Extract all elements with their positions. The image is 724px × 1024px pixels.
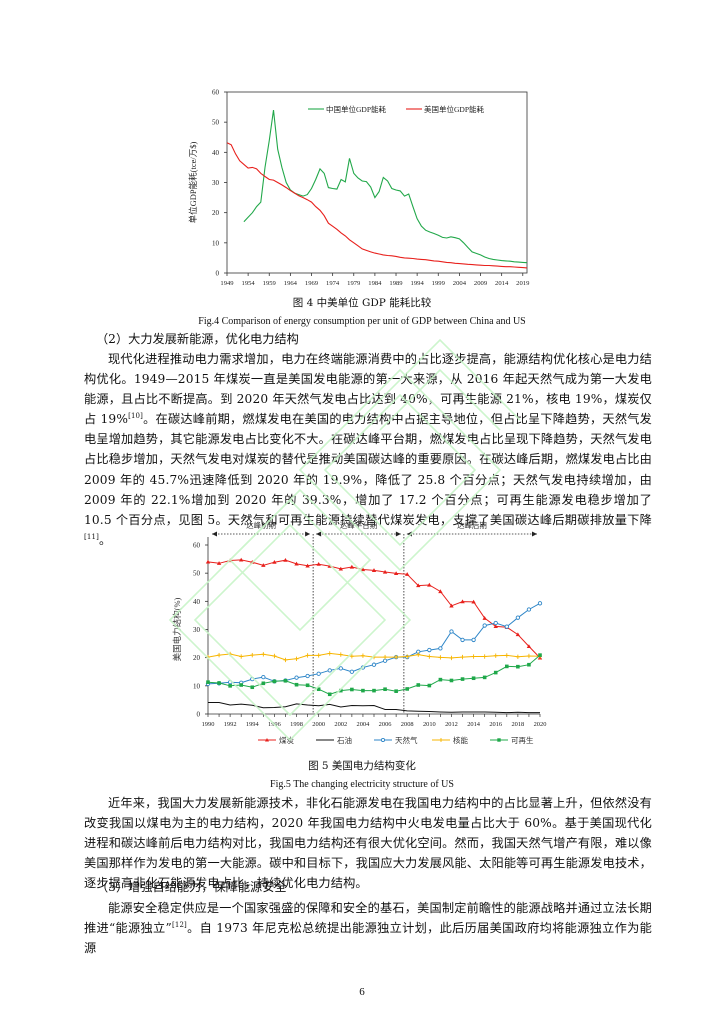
figure-4-caption-cn: 图 4 中美单位 GDP 能耗比较 bbox=[292, 297, 432, 309]
section-3-heading: （3）增强自给能力，保障能源安全 bbox=[96, 880, 287, 894]
x-tick-label: 2014 bbox=[495, 280, 509, 287]
x-tick-label: 1998 bbox=[290, 721, 303, 728]
figure-5-caption-cn: 图 5 美国电力结构变化 bbox=[308, 760, 416, 772]
x-tick-label: 2006 bbox=[379, 721, 392, 728]
legend-item: 煤炭 bbox=[279, 735, 294, 745]
series-line bbox=[207, 654, 541, 695]
phase-label: 达峰前期 bbox=[246, 520, 276, 530]
y-axis-label: 美国电力结构(%) bbox=[172, 597, 182, 661]
x-tick-label: 1954 bbox=[242, 280, 256, 287]
x-tick-label: 2018 bbox=[511, 721, 524, 728]
y-tick-label: 20 bbox=[193, 654, 201, 662]
x-tick-label: 1990 bbox=[202, 721, 215, 728]
legend-item: 天然气 bbox=[395, 735, 418, 745]
y-tick-label: 50 bbox=[193, 570, 201, 578]
x-tick-label: 1994 bbox=[246, 721, 260, 728]
legend-item: 可再生 bbox=[511, 735, 534, 745]
figure-4-gdp-energy-chart: 0 10 20 30 40 50 60 1949 1954 1959 1964 1969 1974 197… bbox=[188, 89, 530, 288]
x-tick-label: 2004 bbox=[357, 721, 371, 728]
series-line bbox=[243, 110, 528, 264]
x-tick-label: 2019 bbox=[516, 280, 530, 287]
phase-label: 达峰后期 bbox=[457, 520, 487, 530]
figure-5-caption-en: Fig.5 The changing electricity structure… bbox=[270, 779, 454, 790]
x-tick-label: 1999 bbox=[432, 280, 446, 287]
y-tick-label: 10 bbox=[193, 682, 201, 690]
x-tick-label: 1969 bbox=[305, 280, 319, 287]
x-tick-label: 1984 bbox=[368, 280, 382, 287]
citation-10: [10] bbox=[128, 412, 144, 421]
series-line bbox=[207, 559, 541, 659]
y-tick-label: 40 bbox=[212, 149, 220, 157]
x-tick-label: 2012 bbox=[445, 721, 458, 728]
x-tick-label: 1996 bbox=[268, 721, 281, 728]
y-tick-label: 10 bbox=[212, 239, 220, 247]
y-tick-label: 30 bbox=[212, 179, 220, 187]
y-tick-label: 60 bbox=[193, 542, 201, 550]
x-tick-label: 2002 bbox=[334, 721, 347, 728]
legend-item: 石油 bbox=[337, 735, 352, 745]
legend-item: 核能 bbox=[453, 735, 468, 745]
x-tick-label: 1964 bbox=[284, 280, 298, 287]
legend-item: 中国单位GDP能耗 bbox=[326, 104, 387, 114]
figure-4-caption-en: Fig.4 Comparison of energy consumption p… bbox=[198, 316, 526, 327]
series-line bbox=[208, 702, 540, 714]
x-tick-label: 1989 bbox=[389, 280, 403, 287]
x-tick-label: 1949 bbox=[220, 280, 234, 287]
section-2-paragraph-2: 近年来，我国大力发展新能源技术，非化石能源发电在我国电力结构中的占比显著上升，但… bbox=[84, 796, 652, 891]
x-tick-label: 2008 bbox=[401, 721, 414, 728]
x-tick-label: 1979 bbox=[347, 280, 361, 287]
x-tick-label: 2000 bbox=[312, 721, 325, 728]
y-tick-label: 40 bbox=[193, 598, 201, 606]
citation-12: [12] bbox=[171, 921, 187, 930]
legend-item: 美国单位GDP能耗 bbox=[424, 104, 485, 114]
citation-11: [11] bbox=[84, 532, 99, 541]
x-tick-label: 1959 bbox=[263, 280, 277, 287]
x-tick-label: 1992 bbox=[224, 721, 237, 728]
section-3-paragraph: 能源安全稳定供应是一个国家强盛的保障和安全的基石，美国制定前瞻性的能源战略并通过… bbox=[84, 901, 653, 956]
x-tick-label: 1994 bbox=[411, 280, 425, 287]
phase-label: 达峰平台期 bbox=[340, 520, 378, 530]
x-tick-label: 2004 bbox=[453, 280, 467, 287]
y-tick-label: 30 bbox=[193, 626, 201, 634]
x-tick-label: 2020 bbox=[534, 721, 547, 728]
figure-5-us-electricity-chart: 0 10 20 30 40 50 60 1990 1992 1994 1996 1998 2000 200… bbox=[172, 520, 547, 745]
y-axis-label: 单位GDP能耗(tce/万$) bbox=[188, 141, 198, 223]
series-line bbox=[226, 142, 528, 269]
x-tick-label: 2016 bbox=[489, 721, 502, 728]
section-2-heading: （2）大力发展新能源，优化电力结构 bbox=[96, 332, 299, 346]
y-tick-label: 50 bbox=[212, 119, 220, 127]
y-tick-label: 60 bbox=[212, 89, 220, 97]
y-tick-label: 20 bbox=[212, 209, 220, 217]
x-tick-label: 1974 bbox=[326, 280, 340, 287]
x-tick-label: 2009 bbox=[474, 280, 488, 287]
x-tick-label: 2010 bbox=[423, 721, 436, 728]
series-line bbox=[207, 602, 541, 685]
x-tick-label: 2014 bbox=[467, 721, 481, 728]
page-number: 6 bbox=[359, 986, 365, 998]
y-tick-label: 0 bbox=[216, 270, 220, 278]
y-tick-label: 0 bbox=[197, 711, 201, 719]
